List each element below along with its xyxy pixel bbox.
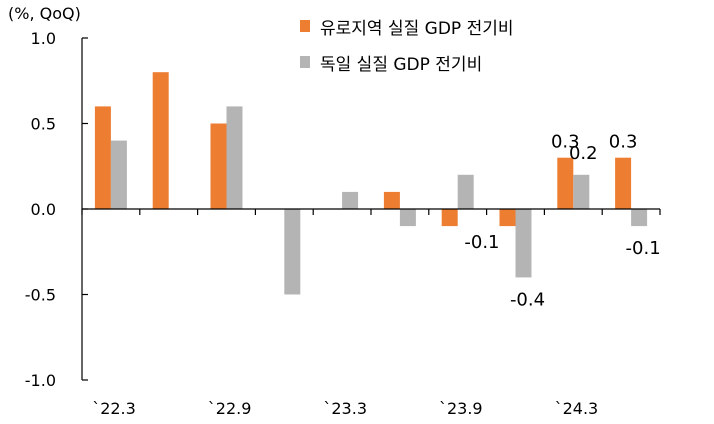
x-tick-label: `23.3 xyxy=(323,399,367,418)
germany-bar xyxy=(226,106,243,209)
data-label: -0.4 xyxy=(510,289,545,310)
eurozone-bar xyxy=(210,123,227,209)
germany-bar xyxy=(515,209,532,278)
legend-label-germany: 독일 실질 GDP 전기비 xyxy=(320,54,483,75)
germany-bar xyxy=(631,209,648,227)
data-label: 0.2 xyxy=(569,143,598,164)
germany-bar xyxy=(284,209,301,295)
data-label: -0.1 xyxy=(464,232,499,253)
eurozone-bar xyxy=(383,191,400,209)
germany-bar xyxy=(110,140,127,209)
data-label: 0.3 xyxy=(551,132,580,153)
y-tick-label: -0.5 xyxy=(25,286,56,305)
legend: 유로지역 실질 GDP 전기비 독일 실질 GDP 전기비 xyxy=(300,8,514,80)
eurozone-bar xyxy=(152,72,169,209)
legend-item-eurozone: 유로지역 실질 GDP 전기비 xyxy=(300,8,514,44)
germany-bar xyxy=(573,174,590,209)
legend-item-germany: 독일 실질 GDP 전기비 xyxy=(300,44,514,80)
x-tick-label: `22.9 xyxy=(208,399,252,418)
eurozone-bar xyxy=(441,209,458,227)
eurozone-bar xyxy=(499,209,516,227)
y-tick-label: 0.0 xyxy=(31,200,56,219)
y-tick-label: -1.0 xyxy=(25,371,56,390)
germany-bar xyxy=(399,209,416,227)
y-tick-label: 1.0 xyxy=(31,29,56,48)
eurozone-bar xyxy=(615,157,632,209)
eurozone-bar xyxy=(94,106,111,209)
legend-swatch-eurozone xyxy=(300,20,310,32)
germany-bar xyxy=(457,174,474,209)
unit-label: (%, QoQ) xyxy=(8,4,81,23)
legend-label-eurozone: 유로지역 실질 GDP 전기비 xyxy=(320,18,514,39)
x-tick-label: `24.3 xyxy=(555,399,599,418)
x-tick-label: `22.3 xyxy=(92,399,136,418)
data-label: -0.1 xyxy=(626,238,661,259)
eurozone-bar xyxy=(557,157,574,209)
x-tick-label: `23.9 xyxy=(439,399,483,418)
legend-swatch-germany xyxy=(300,56,310,68)
y-tick-label: 0.5 xyxy=(31,115,56,134)
data-label: 0.3 xyxy=(609,132,638,153)
germany-bar xyxy=(342,191,359,209)
